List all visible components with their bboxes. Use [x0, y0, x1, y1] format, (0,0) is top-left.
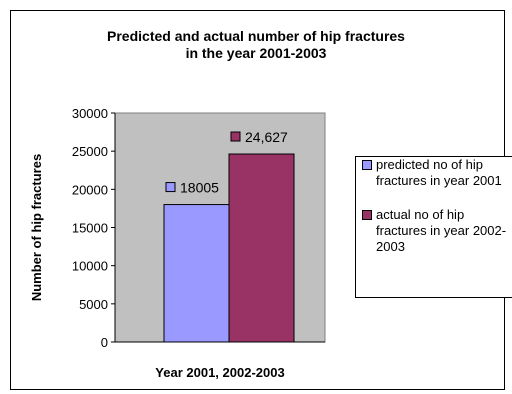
y-tick-label: 25000 [72, 144, 108, 159]
legend: predicted no of hip fractures in year 20… [355, 156, 512, 298]
data-label-0: 18005 [180, 180, 219, 196]
y-tick-label: 5000 [79, 297, 108, 312]
legend-label-predicted: predicted no of hip fractures in year 20… [376, 157, 502, 188]
y-axis-label: Number of hip fractures [29, 154, 44, 301]
chart-title-line-2: in the year 2001-2003 [185, 45, 327, 61]
data-label-1: 24,627 [245, 129, 288, 145]
legend-item-predicted: predicted no of hip fractures in year 20… [362, 157, 511, 189]
y-tick-label: 10000 [72, 259, 108, 274]
bar-1 [228, 153, 295, 343]
legend-swatch-actual [362, 210, 372, 220]
y-tick-label: 20000 [72, 182, 108, 197]
y-tick-label: 30000 [72, 106, 108, 121]
x-axis-label: Year 2001, 2002-2003 [155, 365, 284, 380]
legend-item-actual: actual no of hip fractures in year 2002-… [362, 207, 511, 255]
bar-0 [163, 204, 230, 343]
y-tick-label: 0 [101, 335, 108, 350]
data-label-swatch-0 [165, 182, 176, 193]
y-tick-label: 15000 [72, 221, 108, 236]
chart-title-line-1: Predicted and actual number of hip fract… [107, 28, 405, 44]
legend-swatch-predicted [362, 160, 372, 170]
legend-label-actual: actual no of hip fractures in year 2002-… [376, 207, 507, 254]
data-label-swatch-1 [230, 131, 241, 142]
